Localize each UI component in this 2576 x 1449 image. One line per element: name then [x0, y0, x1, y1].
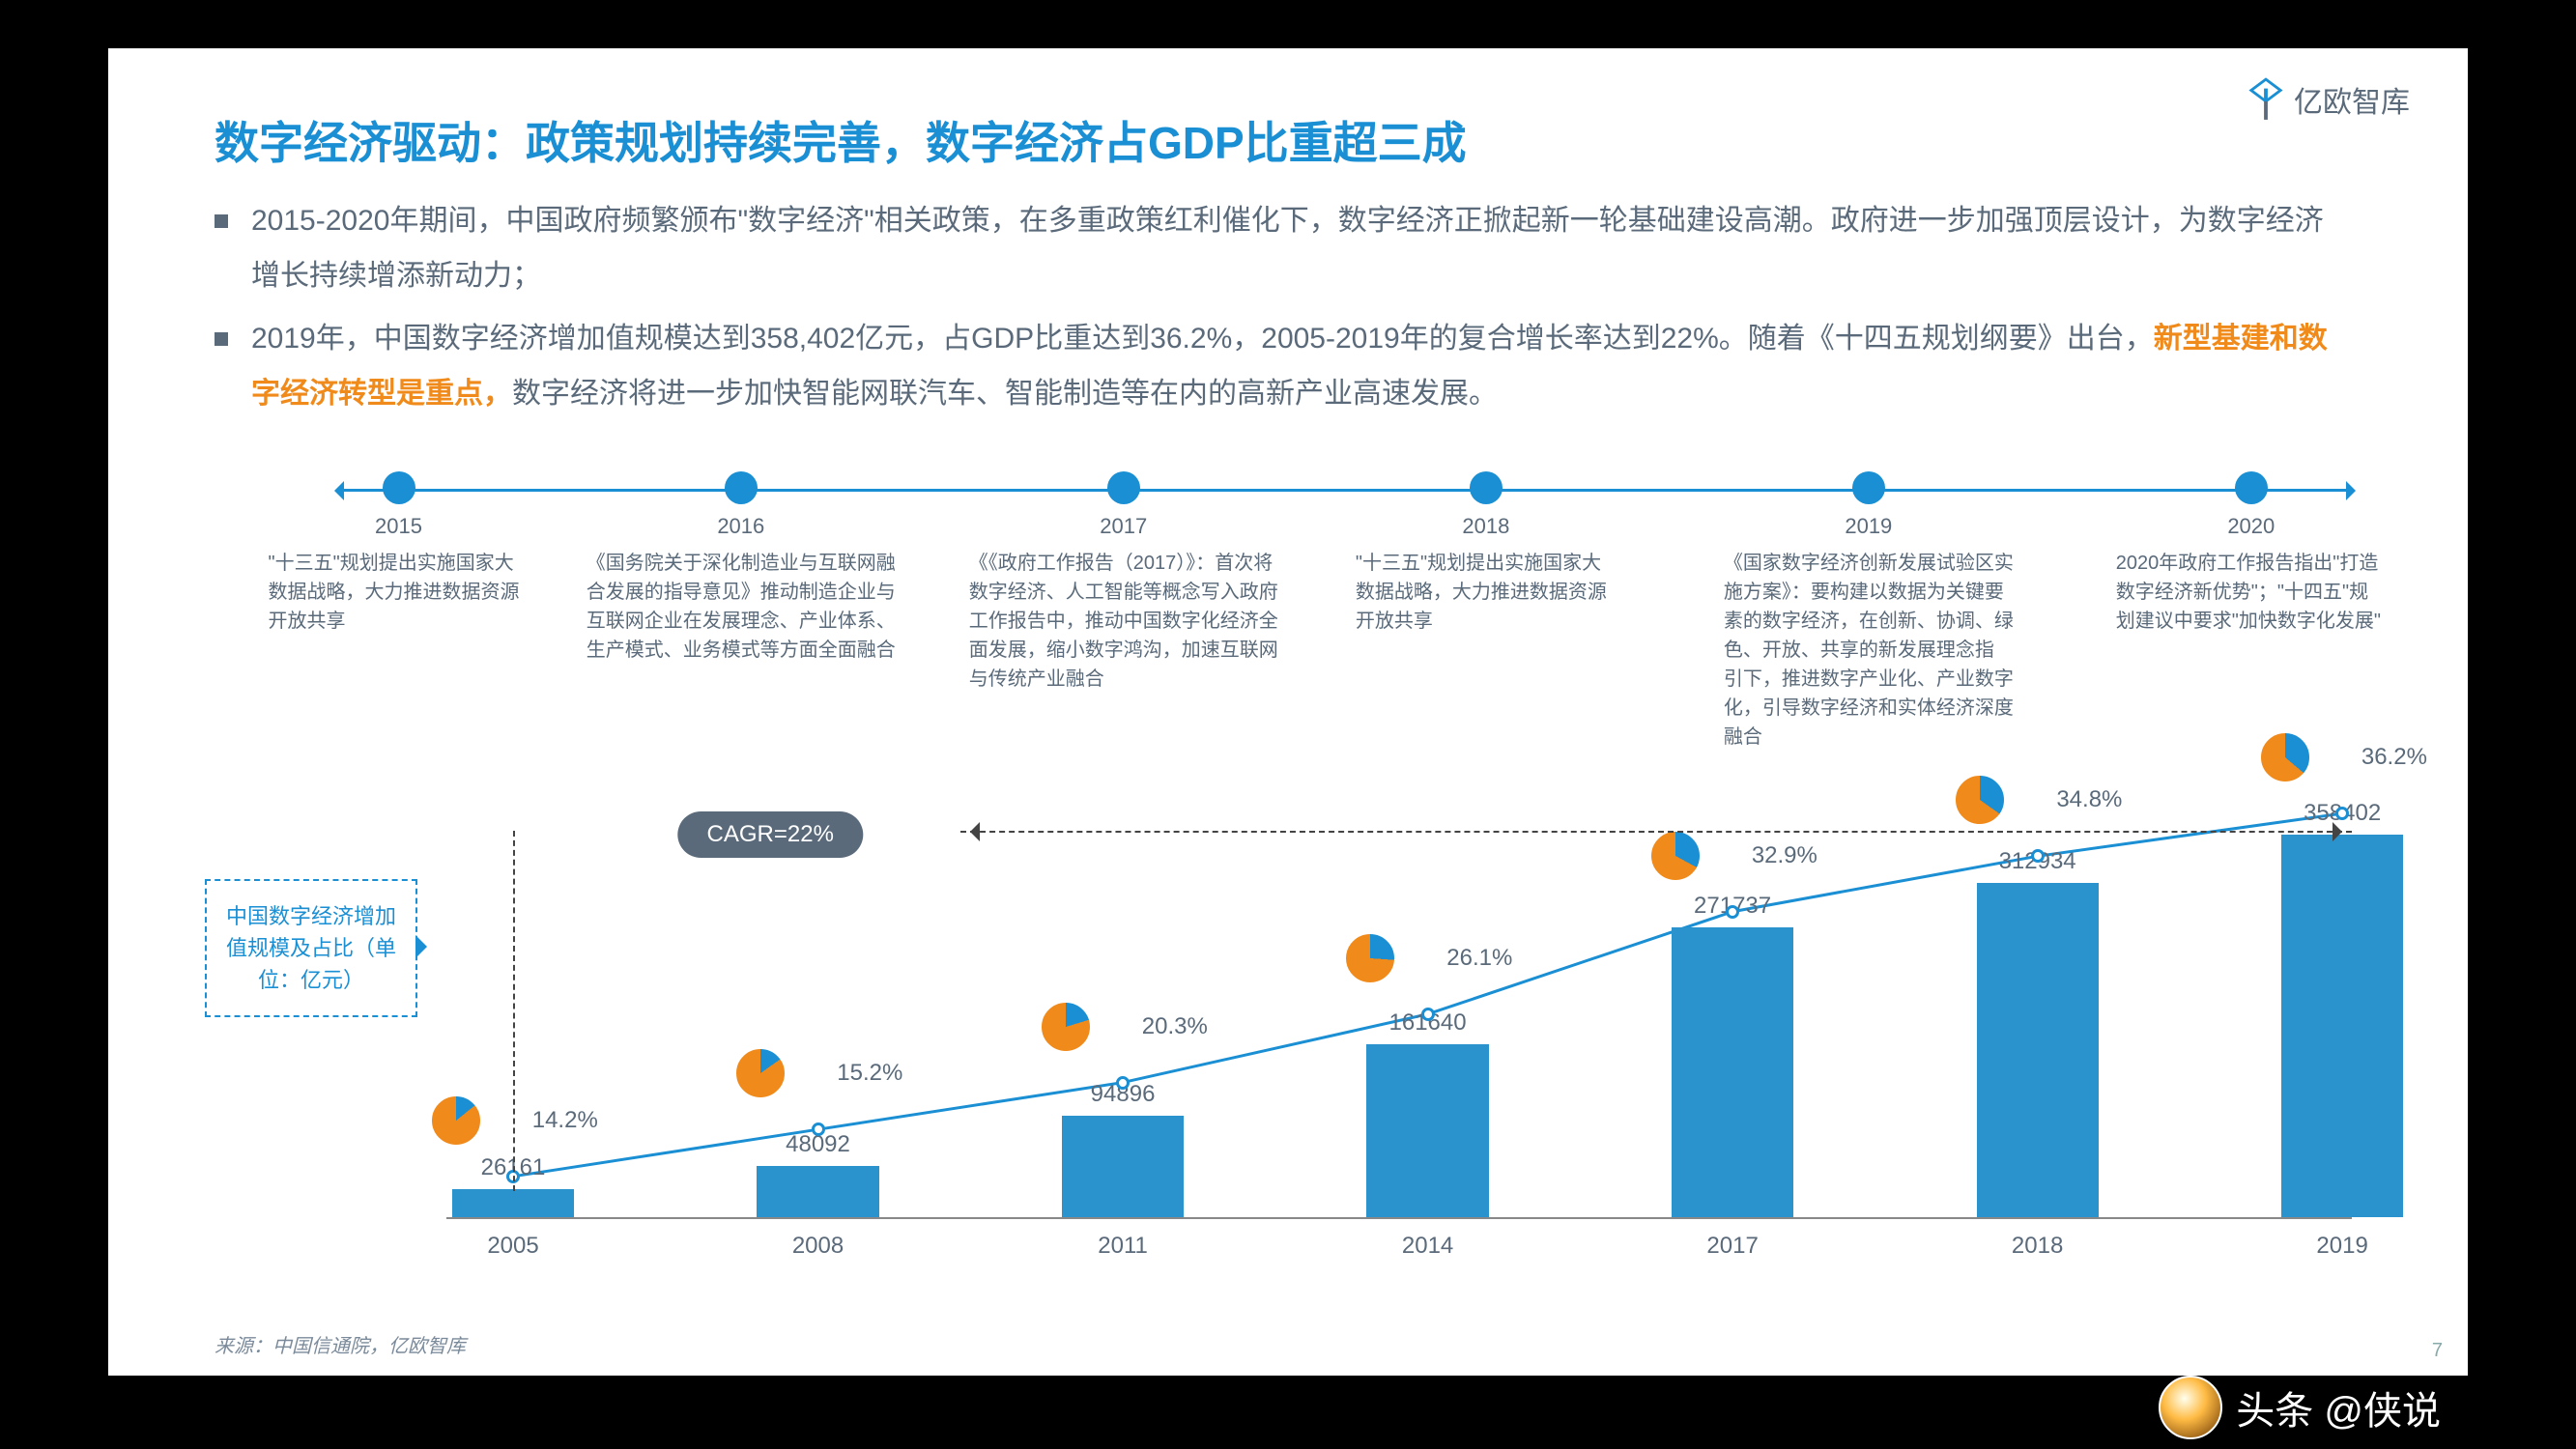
timeline-item: 2017 《《政府工作报告（2017）》：首次将数字经济、人工智能等概念写入政府工… [969, 471, 1278, 694]
bullet-list: 2015-2020年期间，中国政府频繁颁布"数字经济"相关政策，在多重政策红利催… [215, 193, 2352, 429]
timeline-item: 2019 《国家数字经济创新发展试验区实施方案》：要构建以数据为关键要素的数字经济… [1724, 471, 2014, 752]
line-point-icon [812, 1122, 825, 1136]
timeline-desc: 《国家数字经济创新发展试验区实施方案》：要构建以数据为关键要素的数字经济，在创新… [1724, 549, 2014, 752]
pie-icon [1953, 773, 2007, 827]
chart-baseline [446, 1217, 2352, 1219]
logo-icon [2247, 77, 2284, 122]
bullet-text: 2015-2020年期间，中国政府频繁颁布"数字经济"相关政策，在多重政策红利催… [251, 193, 2352, 303]
timeline-item: 2015 "十三五"规划提出实施国家大数据战略，大力推进数据资源开放共享 [269, 471, 530, 636]
x-label: 2005 [487, 1233, 538, 1260]
x-label: 2014 [1402, 1233, 1453, 1260]
cagr-badge: CAGR=22% [678, 811, 863, 858]
line-point-icon [2031, 849, 2045, 863]
x-label: 2017 [1706, 1233, 1758, 1260]
pie-icon [1648, 829, 1703, 883]
timeline-item: 2018 "十三五"规划提出实施国家大数据战略，大力推进数据资源开放共享 [1356, 471, 1617, 636]
pct-label: 20.3% [1142, 1013, 1208, 1040]
avatar-icon [2159, 1376, 2222, 1439]
timeline-item: 2016 《国务院关于深化制造业与互联网融合发展的指导意见》推动制造企业与互联网企… [587, 471, 896, 665]
arrow-right-icon [2333, 822, 2352, 841]
bullet-text: 2019年，中国数字经济增加值规模达到358,402亿元，占GDP比重达到36.… [251, 311, 2352, 421]
timeline-year: 2015 [269, 514, 530, 539]
timeline-item: 2020 2020年政府工作报告指出"打造数字经济新优势"；"十四五"规划建议中要… [2116, 471, 2387, 636]
timeline-year: 2017 [969, 514, 1278, 539]
source-text: 来源：中国信通院，亿欧智库 [215, 1330, 466, 1358]
bullet: 2019年，中国数字经济增加值规模达到358,402亿元，占GDP比重达到36.… [215, 311, 2352, 421]
pie-icon [429, 1094, 483, 1148]
bar: 358402 [2281, 835, 2403, 1217]
timeline-desc: 《国务院关于深化制造业与互联网融合发展的指导意见》推动制造企业与互联网企业在发展… [587, 549, 896, 665]
pie-icon [1343, 931, 1397, 985]
timeline-year: 2020 [2116, 514, 2387, 539]
line-point-icon [1421, 1008, 1435, 1021]
logo-text: 亿欧智库 [2294, 78, 2410, 121]
timeline-dot-icon [1470, 471, 1503, 504]
pie-icon [733, 1046, 787, 1100]
pie-icon [1039, 1000, 1093, 1054]
timeline-dot-icon [383, 471, 415, 504]
line-point-icon [2335, 807, 2349, 820]
bar: 94896 [1062, 1116, 1184, 1217]
timeline-desc: 2020年政府工作报告指出"打造数字经济新优势"；"十四五"规划建议中要求"加快… [2116, 549, 2387, 636]
pct-label: 14.2% [532, 1107, 598, 1134]
page-title: 数字经济驱动：政策规划持续完善，数字经济占GDP比重超三成 [215, 108, 1467, 172]
pct-label: 32.9% [1752, 842, 1818, 869]
bar: 48092 [757, 1166, 878, 1217]
chart-label-box: 中国数字经济增加值规模及占比（单位：亿元） [205, 879, 417, 1017]
chart-region: 中国数字经济增加值规模及占比（单位：亿元） 261612005480922008… [215, 792, 2352, 1318]
pct-label: 15.2% [837, 1060, 902, 1087]
timeline-year: 2018 [1356, 514, 1617, 539]
pct-label: 36.2% [2361, 744, 2427, 771]
timeline-dot-icon [2235, 471, 2268, 504]
slide: 亿欧智库 数字经济驱动：政策规划持续完善，数字经济占GDP比重超三成 2015-… [108, 48, 2468, 1376]
brand-logo: 亿欧智库 [2247, 77, 2410, 122]
pie-icon [2258, 730, 2312, 784]
x-label: 2018 [2012, 1233, 2063, 1260]
bar: 271737 [1672, 927, 1793, 1217]
timeline-dot-icon [1852, 471, 1885, 504]
vertical-guide [513, 831, 515, 1191]
bar: 161640 [1366, 1044, 1488, 1217]
bar: 26161 [452, 1189, 574, 1217]
page-number: 7 [2432, 1340, 2443, 1362]
timeline-dot-icon [725, 471, 758, 504]
watermark-text: 头条 @侠说 [2236, 1379, 2441, 1435]
x-label: 2008 [792, 1233, 844, 1260]
timeline-year: 2019 [1724, 514, 2014, 539]
timeline-dot-icon [1107, 471, 1140, 504]
bar: 312934 [1977, 883, 2099, 1217]
x-label: 2019 [2316, 1233, 2367, 1260]
x-label: 2011 [1098, 1233, 1148, 1260]
policy-timeline: 2015"十三五"规划提出实施国家大数据战略，大力推进数据资源开放共享2016《… [338, 471, 2352, 761]
pct-label: 26.1% [1446, 945, 1512, 972]
highlight-text: 新型基建和数字经济转型是重点， [251, 323, 2328, 410]
bullet: 2015-2020年期间，中国政府频繁颁布"数字经济"相关政策，在多重政策红利催… [215, 193, 2352, 303]
watermark: 头条 @侠说 [2159, 1376, 2441, 1439]
line-point-icon [1726, 905, 1739, 919]
cagr-line [960, 831, 2352, 833]
pct-label: 34.8% [2056, 786, 2122, 813]
bullet-marker [215, 332, 228, 346]
line-point-icon [1116, 1076, 1130, 1090]
timeline-desc: "十三五"规划提出实施国家大数据战略，大力推进数据资源开放共享 [269, 549, 530, 636]
timeline-year: 2016 [587, 514, 896, 539]
timeline-desc: "十三五"规划提出实施国家大数据战略，大力推进数据资源开放共享 [1356, 549, 1617, 636]
bullet-marker [215, 214, 228, 228]
timeline-desc: 《《政府工作报告（2017）》：首次将数字经济、人工智能等概念写入政府工作报告中… [969, 549, 1278, 694]
arrow-left-icon [960, 822, 980, 841]
chart-area: 2616120054809220089489620111616402014271… [446, 792, 2352, 1219]
